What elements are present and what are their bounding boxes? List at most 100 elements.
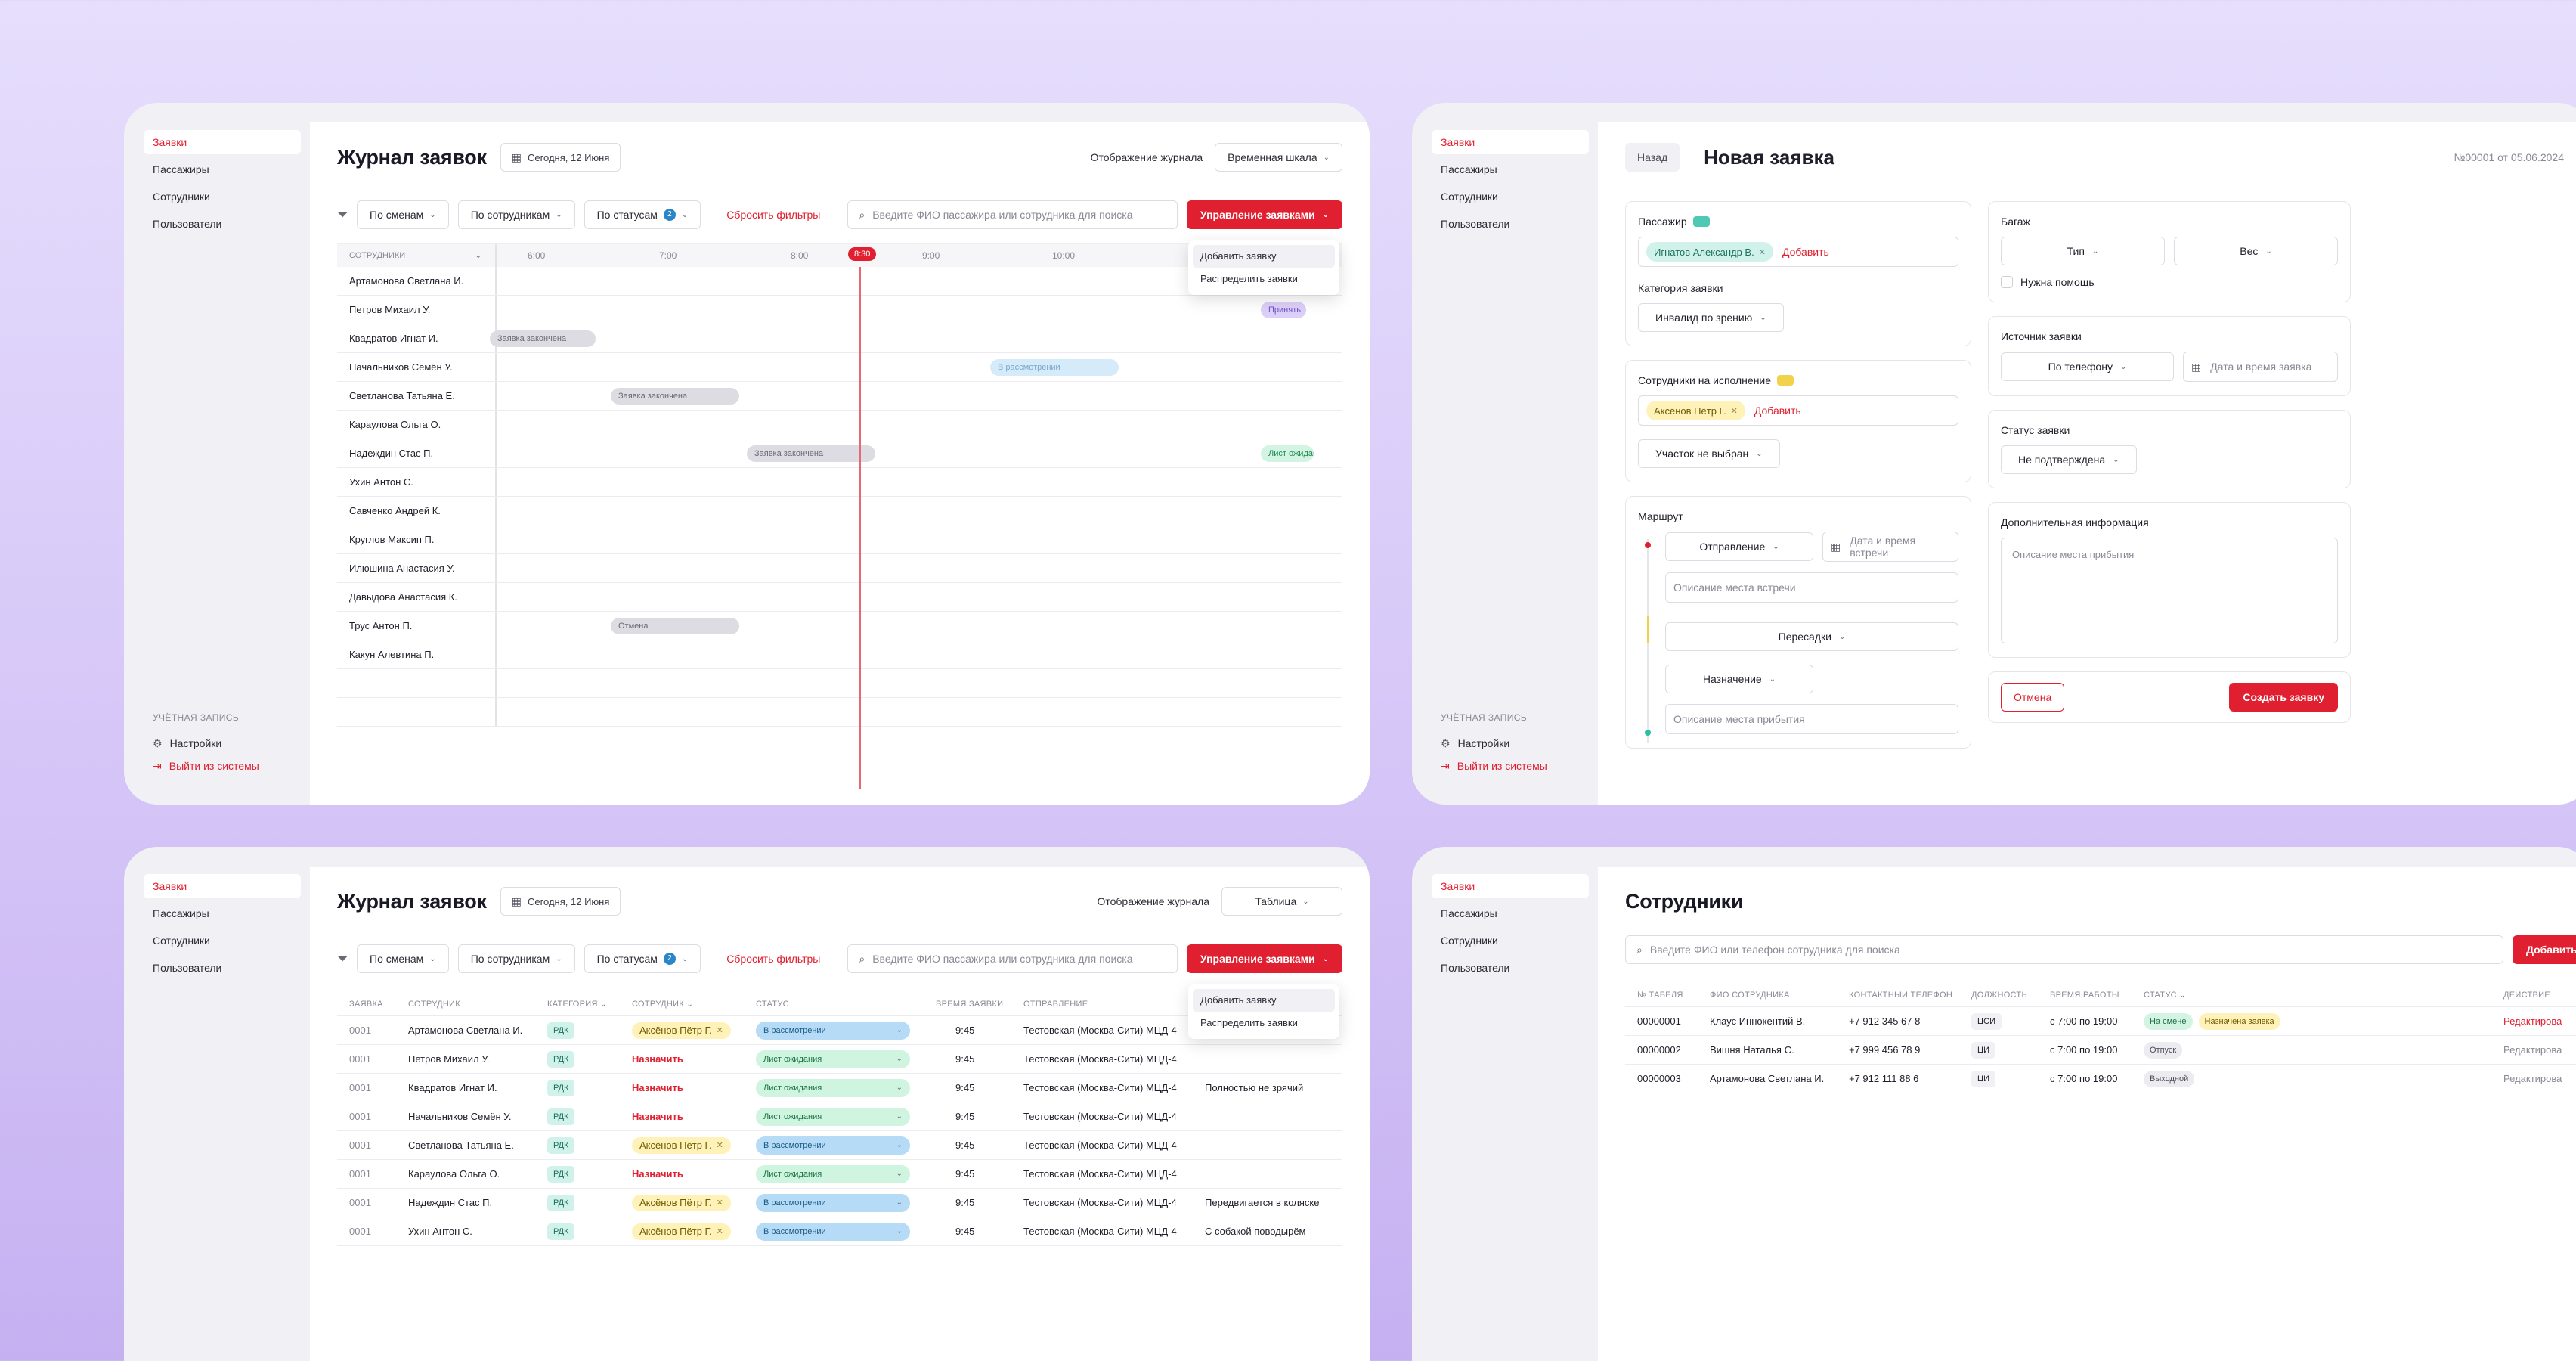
baggage-type-select[interactable]: Тип ⌄	[2001, 237, 2165, 265]
sidebar-item-users[interactable]: Пользователи	[1441, 218, 1510, 230]
col-category[interactable]: КАТЕГОРИЯ ⌄	[535, 1000, 620, 1009]
status-cell[interactable]: Лист ожидания ⌄	[744, 1164, 924, 1183]
table-row[interactable]: 0001 Петров Михаил У. РДК Назначить Лист ожи…	[337, 1045, 1342, 1074]
col-action[interactable]: ДЕЙСТВИЕ	[2503, 990, 2550, 1000]
section-select[interactable]: Участок не выбран ⌄	[1638, 439, 1780, 468]
date-picker[interactable]: ▦ Сегодня, 12 Июня	[500, 143, 621, 172]
sidebar-item-users[interactable]: Пользователи	[153, 962, 222, 974]
category-select[interactable]: Инвалид по зрению ⌄	[1638, 303, 1784, 332]
status-badge[interactable]: Лист ожидания ⌄	[756, 1164, 910, 1183]
close-icon[interactable]: ✕	[716, 1026, 723, 1035]
status-cell[interactable]: Лист ожидания ⌄	[744, 1049, 924, 1068]
timeline-request-bar[interactable]: Отмена	[611, 618, 739, 634]
status-badge[interactable]: Лист ожидания ⌄	[756, 1078, 910, 1097]
col-tab-number[interactable]: № ТАБЕЛЯ	[1637, 990, 1683, 1000]
sidebar-item-requests[interactable]: Заявки	[1432, 874, 1589, 898]
filter-shifts[interactable]: По сменам ⌄	[357, 944, 449, 973]
col-phone[interactable]: КОНТАКТНЫЙ ТЕЛЕФОН	[1849, 990, 1953, 1000]
table-row[interactable]: 0001 Караулова Ольга О. РДК Назначить Лист о…	[337, 1160, 1342, 1189]
staff-cell[interactable]: Аксёнов Пётр Г. ✕	[620, 1022, 744, 1039]
staff-chip[interactable]: Аксёнов Пётр Г. ✕	[632, 1136, 731, 1154]
sidebar-item-employees[interactable]: Сотрудники	[1441, 935, 1498, 947]
edit-link[interactable]: Редактирова	[2503, 1015, 2562, 1027]
staff-cell[interactable]: Аксёнов Пётр Г. ✕	[620, 1136, 744, 1154]
status-cell[interactable]: В рассмотрении ⌄	[744, 1021, 924, 1040]
staff-cell[interactable]: Назначить	[620, 1082, 744, 1093]
sidebar-item-passengers[interactable]: Пассажиры	[1441, 163, 1497, 175]
close-icon[interactable]: ✕	[716, 1141, 723, 1150]
reset-filters-link[interactable]: Сбросить фильтры	[726, 953, 821, 965]
add-staff-link[interactable]: Добавить	[1754, 405, 1801, 417]
settings-link[interactable]: ⚙ Настройки	[153, 732, 310, 755]
col-request[interactable]: ЗАЯВКА	[349, 999, 383, 1009]
menu-item-distribute[interactable]: Распределить заявки	[1200, 1017, 1298, 1028]
close-icon[interactable]: ✕	[1730, 406, 1738, 416]
cancel-button[interactable]: Отмена	[2001, 683, 2065, 712]
add-passenger-link[interactable]: Добавить	[1782, 246, 1829, 258]
status-cell[interactable]: Лист ожидания ⌄	[744, 1107, 924, 1126]
table-row[interactable]: 0001 Артамонова Светлана И. РДК Аксёнов Пёт…	[337, 1016, 1342, 1045]
staff-input[interactable]: Аксёнов Пётр Г. ✕ Добавить	[1638, 395, 1958, 426]
table-row[interactable]: 00000001 Клаус Иннокентий В. +7 912 345 67…	[1625, 1007, 2576, 1036]
action-cell[interactable]: Редактирова	[2491, 1073, 2567, 1084]
reset-filters-link[interactable]: Сбросить фильтры	[726, 209, 821, 221]
staff-chip[interactable]: Аксёнов Пётр Г. ✕	[632, 1194, 731, 1211]
assign-link[interactable]: Назначить	[632, 1053, 683, 1065]
manage-requests-button[interactable]: Управление заявками ⌄	[1186, 944, 1342, 973]
source-select[interactable]: По телефону ⌄	[2001, 352, 2174, 381]
sidebar-item-passengers[interactable]: Пассажиры	[153, 163, 209, 175]
sidebar-item-employees[interactable]: Сотрудники	[153, 191, 210, 203]
sidebar-item-passengers[interactable]: Пассажиры	[1441, 907, 1497, 919]
col-status[interactable]: СТАТУС ⌄	[2132, 991, 2491, 1000]
transfers-select[interactable]: Пересадки ⌄	[1665, 622, 1958, 651]
col-passenger[interactable]: СОТРУДНИК	[408, 999, 460, 1009]
filter-employees[interactable]: По сотрудникам ⌄	[457, 200, 575, 229]
sidebar-item-users[interactable]: Пользователи	[153, 218, 222, 230]
col-hours[interactable]: ВРЕМЯ РАБОТЫ	[2050, 990, 2119, 1000]
table-row[interactable]: 00000002 Вишня Наталья С. +7 999 456 78 9 Ц…	[1625, 1036, 2576, 1065]
passenger-input[interactable]: Игнатов Александр В. ✕ Добавить	[1638, 237, 1958, 267]
passenger-chip[interactable]: Игнатов Александр В. ✕	[1646, 242, 1773, 262]
col-status[interactable]: СТАТУС	[756, 999, 789, 1009]
edit-link[interactable]: Редактирова	[2503, 1073, 2562, 1084]
filter-statuses[interactable]: По статусам 2 ⌄	[584, 200, 701, 229]
sidebar-item-employees[interactable]: Сотрудники	[1441, 191, 1498, 203]
edit-link[interactable]: Редактирова	[2503, 1044, 2562, 1056]
view-select[interactable]: Временная шкала ⌄	[1215, 143, 1342, 172]
timeline-request-bar[interactable]: Лист ожидания	[1261, 445, 1314, 462]
logout-link[interactable]: ⇥ Выйти из системы	[1441, 755, 1598, 777]
view-select[interactable]: Таблица ⌄	[1221, 887, 1342, 916]
assign-link[interactable]: Назначить	[632, 1082, 683, 1093]
baggage-weight-select[interactable]: Вес ⌄	[2174, 237, 2338, 265]
status-cell[interactable]: В рассмотрении ⌄	[744, 1193, 924, 1212]
table-row[interactable]: 0001 Начальников Семён У. РДК Назначить Лист…	[337, 1102, 1342, 1131]
search-input[interactable]: ⌕ Введите ФИО пассажира или сотрудника дл…	[847, 200, 1178, 229]
menu-item-add-request[interactable]: Добавить заявку	[1193, 245, 1335, 268]
checkbox[interactable]	[2001, 276, 2013, 288]
col-role[interactable]: ДОЛЖНОСТЬ	[1971, 990, 2027, 1000]
timeline-request-bar[interactable]: Заявка закончена	[490, 330, 596, 347]
add-staff-button[interactable]: Добавить со	[2512, 935, 2576, 964]
menu-item-distribute[interactable]: Распределить заявки	[1200, 273, 1298, 284]
status-badge[interactable]: В рассмотрении ⌄	[756, 1021, 910, 1040]
col-staff[interactable]: СОТРУДНИК ⌄	[620, 1000, 744, 1009]
table-row[interactable]: 0001 Надеждин Стас П. РДК Аксёнов Пётр Г. ✕ В…	[337, 1189, 1342, 1217]
timeline-request-bar[interactable]: В рассмотрении	[990, 359, 1119, 376]
sidebar-item-passengers[interactable]: Пассажиры	[153, 907, 209, 919]
sidebar-item-users[interactable]: Пользователи	[1441, 962, 1510, 974]
back-button[interactable]: Назад	[1625, 143, 1680, 172]
staff-cell[interactable]: Аксёнов Пётр Г. ✕	[620, 1194, 744, 1211]
filter-shifts[interactable]: По сменам ⌄	[357, 200, 449, 229]
staff-cell[interactable]: Назначить	[620, 1168, 744, 1180]
close-icon[interactable]: ✕	[716, 1227, 723, 1236]
timeline-request-bar[interactable]: Заявка закончена	[747, 445, 875, 462]
close-icon[interactable]: ✕	[1758, 247, 1766, 257]
create-request-button[interactable]: Создать заявку	[2229, 683, 2338, 712]
staff-chip[interactable]: Аксёнов Пётр Г. ✕	[1646, 401, 1745, 420]
status-cell[interactable]: Лист ожидания ⌄	[744, 1078, 924, 1097]
manage-requests-button[interactable]: Управление заявками ⌄	[1186, 200, 1342, 229]
filter-statuses[interactable]: По статусам 2 ⌄	[584, 944, 701, 973]
sidebar-item-requests[interactable]: Заявки	[144, 130, 301, 154]
sidebar-item-requests[interactable]: Заявки	[144, 874, 301, 898]
staff-search-input[interactable]: ⌕ Введите ФИО или телефон сотрудника для …	[1625, 935, 2503, 964]
